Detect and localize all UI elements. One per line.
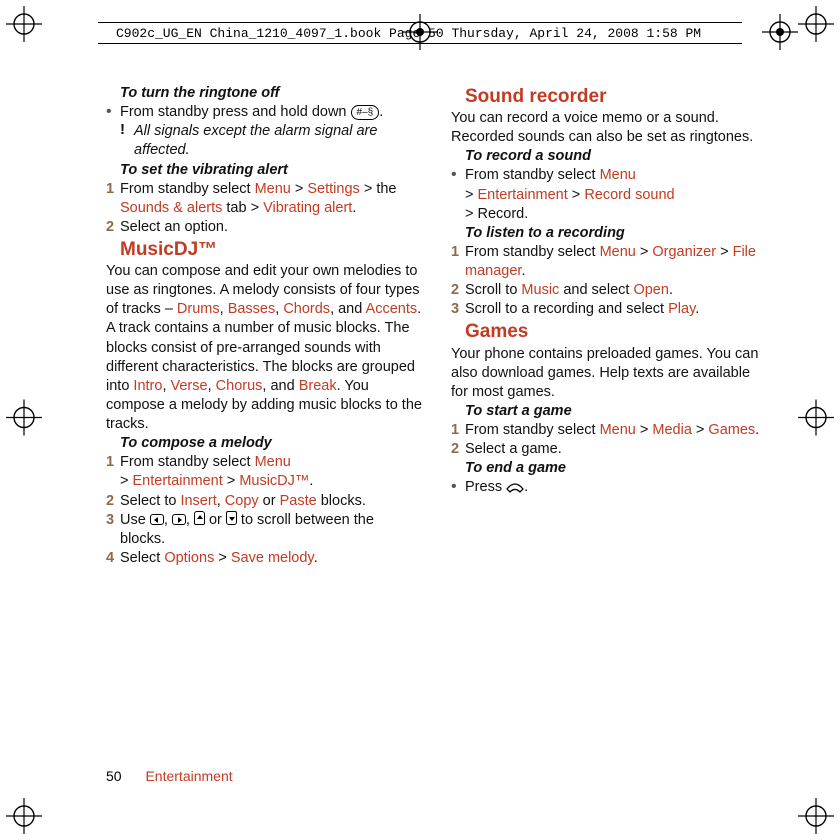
page-header-text: C902c_UG_EN China_1210_4097_1.book Page … xyxy=(98,26,701,41)
left-column: To turn the ringtone off • From standby … xyxy=(106,84,423,760)
compose-step-3: Use , , or to scroll between the blocks. xyxy=(120,511,423,549)
record-step: From standby select Menu> Entertainment … xyxy=(465,166,768,223)
crop-mark-tl xyxy=(6,6,42,42)
page-number: 50 xyxy=(106,768,122,784)
start-step-2: Select a game. xyxy=(465,440,768,459)
note-text: All signals except the alarm signal are … xyxy=(134,122,423,160)
compose-step-4: Select Options > Save melody. xyxy=(120,549,423,568)
nav-left-icon xyxy=(150,514,164,525)
start-game-heading: To start a game xyxy=(451,402,768,421)
list-number: 1 xyxy=(451,421,465,440)
compose-step-2: Select to Insert, Copy or Paste blocks. xyxy=(120,492,423,511)
list-number: 2 xyxy=(106,218,120,237)
list-number: 4 xyxy=(106,549,120,568)
listen-step-2: Scroll to Music and select Open. xyxy=(465,281,768,300)
list-number: 3 xyxy=(451,300,465,319)
bullet-icon: • xyxy=(451,478,465,499)
vib-step-1: From standby select Menu > Settings > th… xyxy=(120,180,423,218)
right-column: Sound recorder You can record a voice me… xyxy=(451,84,768,760)
end-game-heading: To end a game xyxy=(451,459,768,478)
nav-down-icon xyxy=(226,511,237,525)
end-step: Press . xyxy=(465,478,768,499)
crop-mark-bl xyxy=(6,798,42,834)
musicdj-heading: MusicDJ™ xyxy=(106,237,423,262)
musicdj-body: You can compose and edit your own melodi… xyxy=(106,262,423,434)
list-number: 2 xyxy=(451,440,465,459)
side-reg-right xyxy=(798,400,834,441)
vib-step-2: Select an option. xyxy=(120,218,423,237)
note-icon: ! xyxy=(120,122,134,160)
page-header-box: C902c_UG_EN China_1210_4097_1.book Page … xyxy=(98,22,742,44)
list-number: 2 xyxy=(451,281,465,300)
compose-step-1: From standby select Menu> Entertainment … xyxy=(120,453,423,491)
games-body: Your phone contains preloaded games. You… xyxy=(451,345,768,402)
list-number: 2 xyxy=(106,492,120,511)
bullet-icon: • xyxy=(106,103,120,122)
listen-step-3: Scroll to a recording and select Play. xyxy=(465,300,768,319)
page-footer: 50 Entertainment xyxy=(106,768,233,784)
nav-right-icon xyxy=(172,514,186,525)
bullet-icon: • xyxy=(451,166,465,223)
vibrating-heading: To set the vibrating alert xyxy=(106,161,423,180)
ringtone-off-heading: To turn the ringtone off xyxy=(106,84,423,103)
hash-key-icon: #–§ xyxy=(351,105,380,120)
ringtone-off-text: From standby press and hold down #–§. xyxy=(120,103,423,122)
nav-up-icon xyxy=(194,511,205,525)
games-heading: Games xyxy=(451,319,768,344)
start-step-1: From standby select Menu > Media > Games… xyxy=(465,421,768,440)
side-reg-left xyxy=(6,400,42,441)
section-name: Entertainment xyxy=(145,768,232,784)
record-heading: To record a sound xyxy=(451,147,768,166)
list-number: 3 xyxy=(106,511,120,549)
sound-recorder-body: You can record a voice memo or a sound. … xyxy=(451,109,768,147)
header-reg-right xyxy=(762,14,798,55)
compose-heading: To compose a melody xyxy=(106,434,423,453)
crop-mark-br xyxy=(798,798,834,834)
ringtone-off-pre: From standby press and hold down xyxy=(120,104,351,120)
list-number: 1 xyxy=(106,180,120,218)
listen-heading: To listen to a recording xyxy=(451,224,768,243)
crop-mark-tr xyxy=(798,6,834,42)
end-call-key-icon xyxy=(506,480,524,499)
listen-step-1: From standby select Menu > Organizer > F… xyxy=(465,243,768,281)
list-number: 1 xyxy=(106,453,120,491)
list-number: 1 xyxy=(451,243,465,281)
sound-recorder-heading: Sound recorder xyxy=(451,84,768,109)
